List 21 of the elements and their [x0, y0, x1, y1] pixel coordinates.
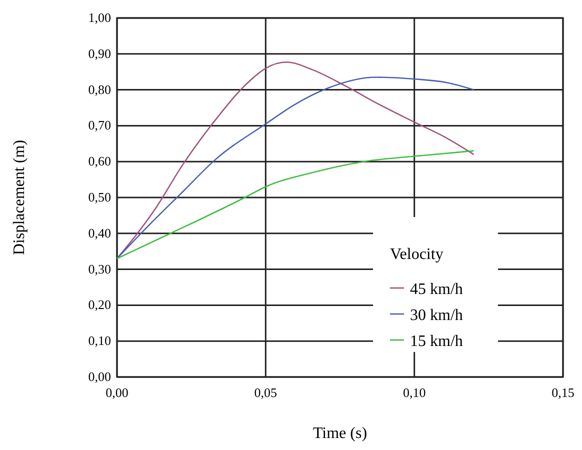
y-tick-label: 0,10 — [88, 333, 111, 348]
y-tick-label: 0,20 — [88, 297, 111, 312]
x-tick-label: 0,00 — [106, 385, 128, 400]
legend-title: Velocity — [390, 246, 444, 263]
legend-label: 15 km/h — [410, 333, 463, 350]
y-tick-label: 0,50 — [88, 190, 111, 204]
y-tick-label: 0,90 — [88, 46, 111, 61]
x-tick-label: 0,10 — [402, 385, 426, 400]
y-tick-label: 0,80 — [88, 82, 111, 97]
x-tick-label: 0,05 — [254, 385, 278, 400]
y-tick-label: 0,40 — [88, 225, 111, 240]
y-tick-label: 0,00 — [88, 369, 111, 384]
x-axis-title: Time (s) — [312, 425, 368, 442]
y-tick-label: 1,00 — [88, 10, 111, 25]
legend-label: 30 km/h — [410, 307, 463, 324]
x-tick-label: 0,15 — [552, 385, 574, 400]
y-tick-label: 0,70 — [88, 118, 111, 133]
legend-label: 45 km/h — [410, 281, 463, 298]
y-axis-title: Displacement (m) — [11, 140, 28, 256]
y-tick-label: 0,30 — [88, 261, 111, 276]
y-tick-label: 0,60 — [88, 154, 111, 169]
